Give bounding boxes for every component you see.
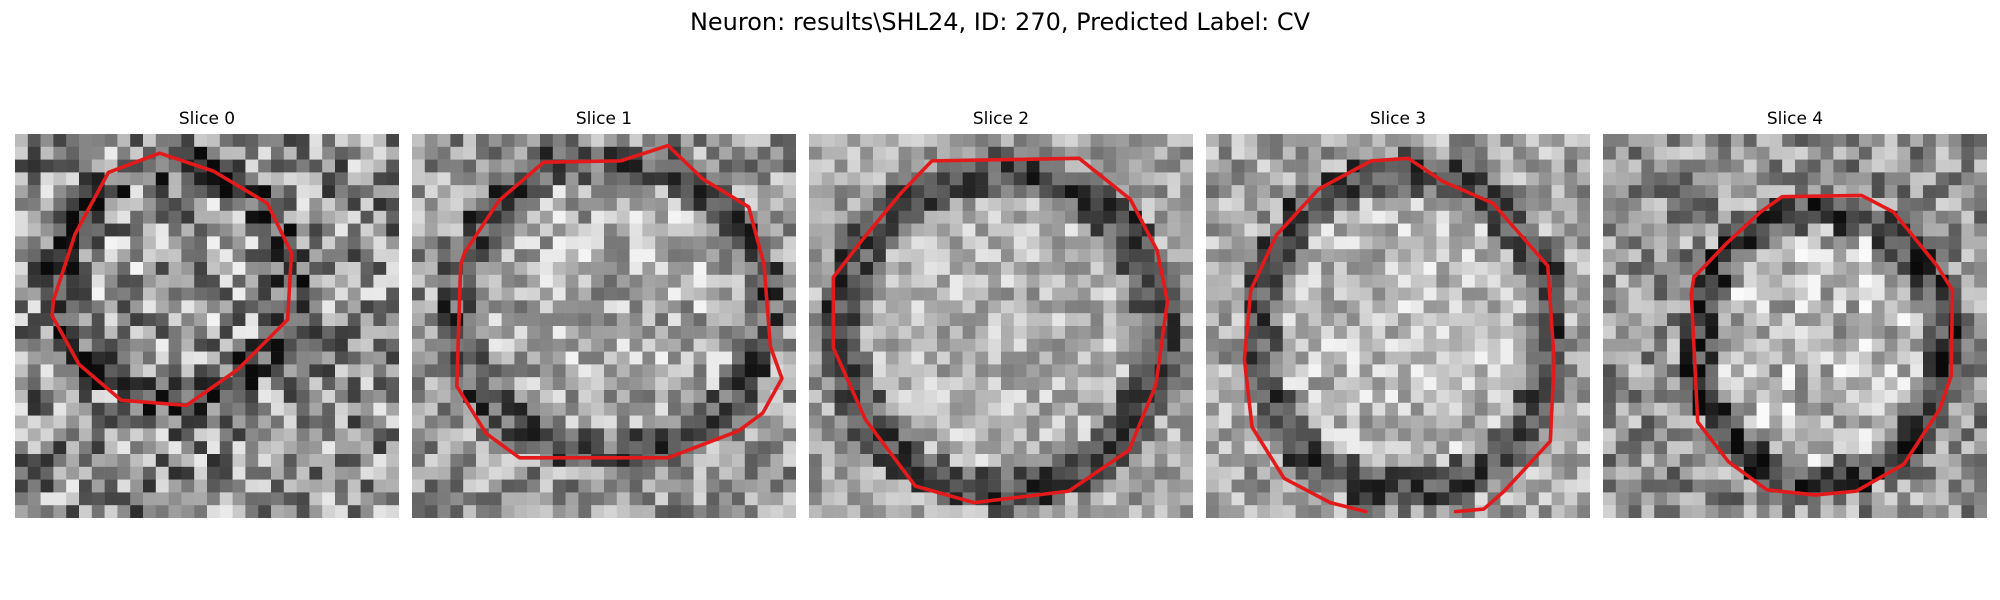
- slice-image: [809, 134, 1193, 518]
- figure-title: Neuron: results\SHL24, ID: 270, Predicte…: [689, 8, 1311, 36]
- contour-outline: [50, 151, 294, 408]
- contour-outline: [455, 143, 784, 460]
- contour-outline: [831, 156, 1170, 505]
- slice-title: Slice 0: [178, 109, 236, 129]
- slice-image: [412, 134, 796, 518]
- slice-title: Slice 2: [972, 109, 1030, 129]
- slice-image: [1206, 134, 1590, 518]
- slice-title: Slice 1: [575, 109, 633, 129]
- slice-title: Slice 3: [1369, 109, 1427, 129]
- slice-image: [15, 134, 399, 518]
- slice-image: [1603, 134, 1987, 518]
- contour-outline: [1242, 156, 1556, 514]
- contour-outline: [1689, 193, 1955, 497]
- slice-title: Slice 4: [1766, 109, 1824, 129]
